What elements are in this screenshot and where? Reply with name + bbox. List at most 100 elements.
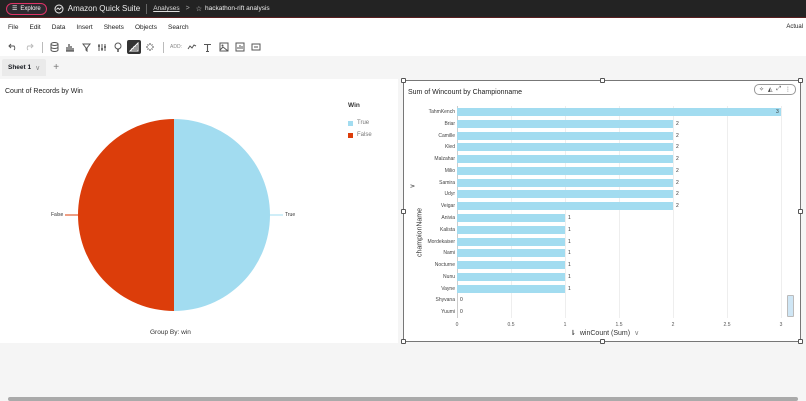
bar-row[interactable]: Veigar 2	[441, 200, 781, 212]
bar-value: 1	[568, 238, 571, 245]
image-icon[interactable]	[217, 40, 231, 54]
bar[interactable]	[457, 225, 565, 234]
resize-handle[interactable]	[401, 209, 406, 214]
bar[interactable]	[457, 143, 673, 152]
bar-value: 2	[676, 179, 679, 186]
bar-row[interactable]: Yuumi 0	[441, 306, 781, 318]
grid-line	[727, 106, 728, 318]
bar[interactable]	[457, 284, 565, 293]
legend-item-false[interactable]: False	[348, 132, 372, 138]
expand-icon[interactable]: ⤢	[776, 86, 782, 92]
resize-handle[interactable]	[600, 339, 605, 344]
resize-handle[interactable]	[798, 339, 803, 344]
bar[interactable]	[457, 249, 565, 258]
pie-slice-true[interactable]	[174, 119, 270, 311]
pie-label-true: True	[285, 212, 296, 218]
visual-icon[interactable]	[63, 40, 77, 54]
bar-row[interactable]: Kled 2	[445, 141, 781, 153]
bar-row[interactable]: Nami 1	[443, 247, 781, 259]
dataset-icon[interactable]	[47, 40, 61, 54]
insights-add-icon[interactable]	[233, 40, 247, 54]
bar-row[interactable]: Shyvana 0	[436, 294, 781, 306]
bar-value: 2	[676, 132, 679, 139]
text-box-icon[interactable]	[201, 40, 215, 54]
bar-row[interactable]: Samira 2	[439, 177, 781, 189]
legend-item-true[interactable]: True	[348, 120, 369, 126]
menu-insert[interactable]: Insert	[76, 24, 93, 31]
bar-row[interactable]: Nocturne 1	[435, 259, 781, 271]
bar[interactable]	[457, 166, 673, 175]
insights-icon[interactable]: ✧	[758, 87, 764, 93]
horizontal-scrollbar[interactable]	[8, 397, 798, 401]
legend-title: Win	[348, 102, 360, 109]
bar[interactable]	[457, 190, 673, 199]
vertical-scroll-thumb[interactable]	[787, 295, 794, 317]
menu-objects[interactable]: Objects	[134, 24, 157, 31]
bar-row[interactable]: Kalista 1	[440, 224, 781, 236]
pie-chart-visual[interactable]: Count of Records by Win True False Win T…	[0, 79, 398, 343]
resize-handle[interactable]	[600, 78, 605, 83]
bar[interactable]	[457, 261, 565, 270]
resize-handle[interactable]	[401, 78, 406, 83]
parameters-icon[interactable]	[95, 40, 109, 54]
line-chart-icon[interactable]	[185, 40, 199, 54]
add-sheet-button[interactable]: +	[53, 62, 60, 73]
more-icon[interactable]: ⋮	[785, 87, 792, 93]
toolbar: ADD:	[6, 40, 265, 54]
bar[interactable]	[457, 272, 565, 281]
bar-row[interactable]: Mordekaiser 1	[427, 236, 781, 248]
bar-row[interactable]: TahmKench 3	[429, 106, 781, 118]
chevron-down-icon[interactable]: ∨	[35, 64, 41, 72]
resize-handle[interactable]	[401, 339, 406, 344]
undo-icon[interactable]	[6, 40, 20, 54]
view-mode-label[interactable]: Actual	[786, 24, 803, 30]
bar[interactable]	[457, 214, 565, 222]
insights-icon[interactable]	[111, 40, 125, 54]
grid-line	[565, 106, 566, 318]
pie-slice-false[interactable]	[78, 119, 174, 311]
autograph-icon[interactable]	[143, 40, 157, 54]
bar-row[interactable]: Malzahar 2	[434, 153, 781, 165]
x-tick: 1	[563, 322, 567, 328]
bar-label: Yuumi	[441, 309, 455, 316]
breadcrumb-analyses-link[interactable]: Analyses	[153, 5, 180, 12]
bar-label: Nocturne	[434, 262, 455, 269]
bar-row[interactable]: Udyr 2	[444, 188, 781, 200]
bar-value: 1	[568, 215, 571, 221]
filter-icon[interactable]	[79, 40, 93, 54]
bar[interactable]	[457, 108, 781, 116]
toolbar-divider	[163, 41, 164, 53]
favorite-star-icon[interactable]: ☆	[195, 5, 202, 13]
resize-handle[interactable]	[798, 209, 803, 214]
menu-search[interactable]: Search	[167, 24, 189, 31]
text-field-icon[interactable]	[249, 40, 263, 54]
bar-row[interactable]: Nunu 1	[443, 271, 781, 283]
explore-button[interactable]: ☰ Explore	[6, 2, 47, 15]
resize-handle[interactable]	[798, 78, 803, 83]
bar-chart-visual[interactable]: Sum of Wincount by Championname ✧ ◭ ⤢ ⋮ …	[401, 78, 803, 344]
bar[interactable]	[457, 119, 673, 128]
bar-row[interactable]: Anivia 1	[441, 212, 781, 224]
bar-row[interactable]: Milio 2	[445, 165, 781, 177]
bar-label: Kalista	[439, 226, 455, 233]
format-icon[interactable]: ◭	[767, 87, 773, 93]
x-axis-label[interactable]: ⇂ winCount (Sum) ∨	[570, 329, 640, 338]
bar[interactable]	[457, 237, 565, 246]
chevron-down-icon[interactable]: ∨	[634, 330, 640, 337]
redo-icon[interactable]	[22, 40, 36, 54]
bar-row[interactable]: Camille 2	[438, 130, 781, 142]
grid-line	[619, 106, 620, 318]
themes-icon[interactable]	[127, 40, 141, 54]
bar-row[interactable]: Vayne 1	[441, 283, 781, 295]
bar[interactable]	[457, 155, 673, 164]
bar[interactable]	[457, 131, 673, 140]
bar[interactable]	[457, 178, 673, 187]
menu-sheets[interactable]: Sheets	[103, 24, 124, 31]
sort-icon[interactable]: ⇂	[570, 330, 576, 337]
tab-sheet-1[interactable]: Sheet 1 ∨	[2, 59, 47, 76]
menu-edit[interactable]: Edit	[29, 24, 41, 31]
menu-data[interactable]: Data	[51, 24, 66, 31]
bar[interactable]	[457, 202, 673, 211]
menu-file[interactable]: File	[8, 24, 19, 31]
bar-row[interactable]: Briar 2	[444, 118, 781, 130]
